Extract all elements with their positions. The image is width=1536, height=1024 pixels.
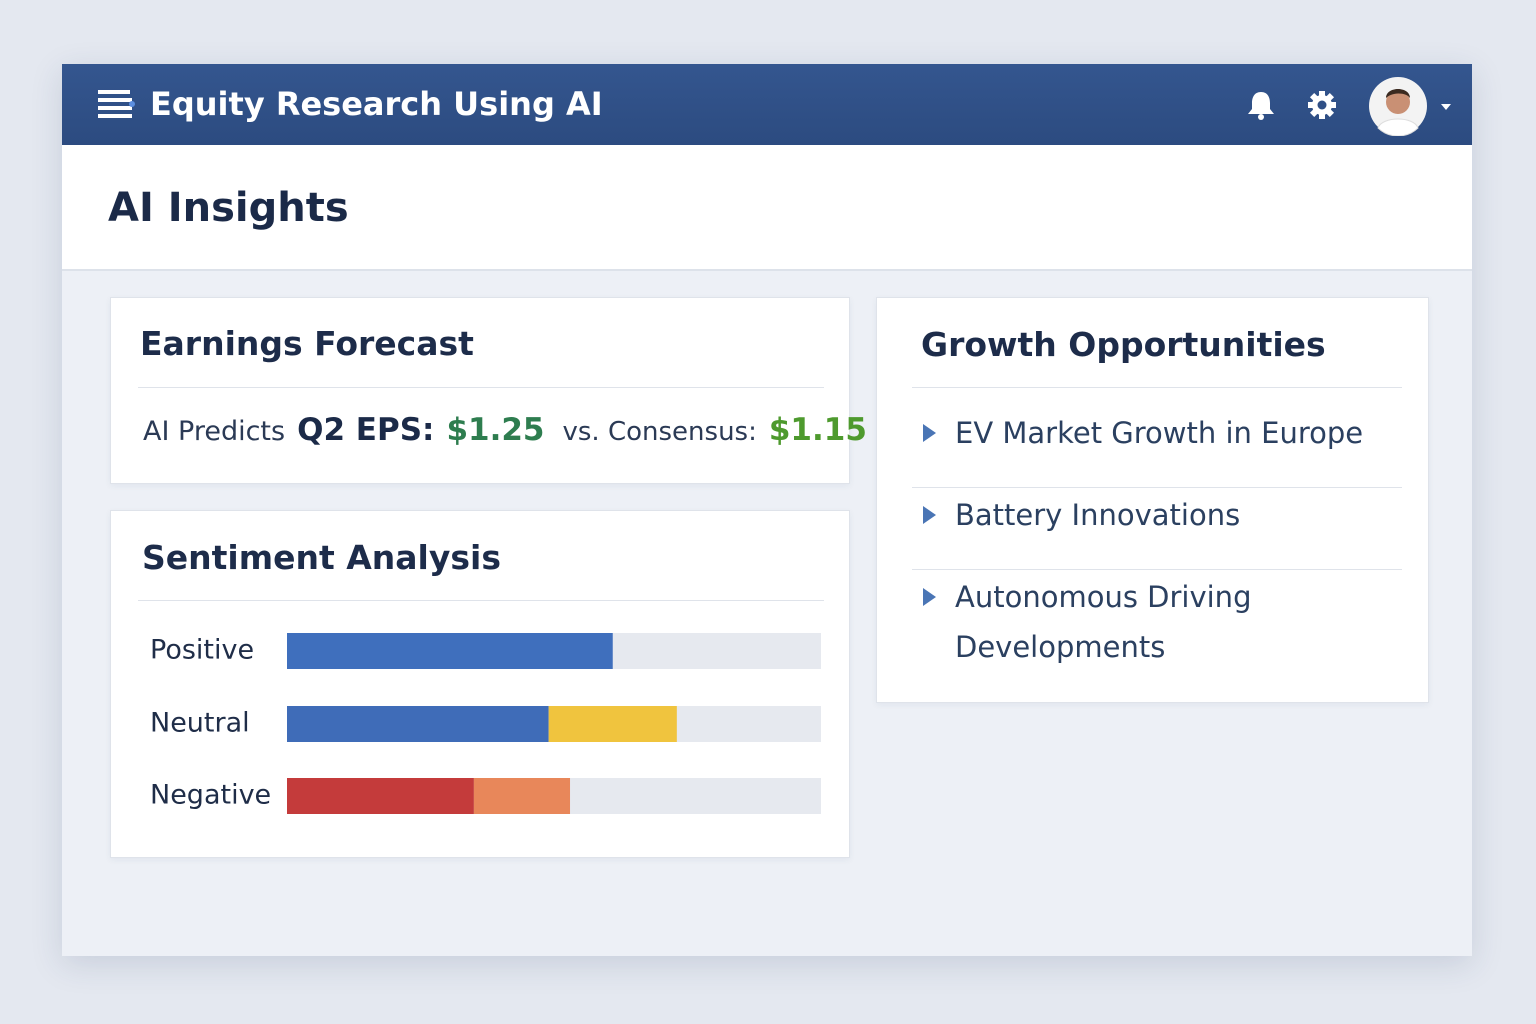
growth-item[interactable]: Autonomous Driving Developments — [955, 580, 1252, 664]
bar-label: Neutral — [150, 708, 250, 739]
bar-segment — [287, 633, 613, 669]
earnings-line: AI Predicts Q2 EPS: $1.25 vs. Consensus:… — [143, 412, 867, 448]
page-header: AI Insights — [62, 145, 1472, 271]
earnings-card: Earnings Forecast AI Predicts Q2 EPS: $1… — [110, 297, 867, 484]
expand-arrow[interactable] — [923, 424, 936, 442]
earnings-lead: AI Predicts — [143, 416, 286, 447]
bar-segment — [548, 706, 677, 742]
card-title: Growth Opportunities — [921, 325, 1326, 364]
card-title: Earnings Forecast — [140, 324, 474, 363]
divider — [912, 387, 1402, 388]
divider — [912, 569, 1402, 570]
bell-icon[interactable] — [1246, 90, 1276, 120]
user-avatar[interactable] — [1368, 76, 1458, 136]
card-title: Sentiment Analysis — [142, 538, 501, 577]
app-title: Equity Research Using AI — [150, 85, 603, 123]
expand-arrow[interactable] — [923, 506, 936, 524]
growth-item[interactable]: EV Market Growth in Europe — [955, 416, 1364, 450]
sentiment-card: Sentiment Analysis Positive Neutral Negati… — [110, 510, 850, 858]
page-title: AI Insights — [108, 185, 349, 231]
bar-label: Positive — [150, 635, 254, 666]
bar-label: Negative — [150, 780, 271, 811]
divider — [912, 487, 1402, 488]
growth-list: EV Market Growth in Europe Battery Innova… — [877, 298, 1428, 702]
divider — [138, 600, 824, 601]
expand-arrow[interactable] — [923, 588, 936, 606]
divider — [138, 387, 824, 388]
bar-segment — [287, 778, 474, 814]
growth-item[interactable]: Battery Innovations — [955, 498, 1241, 532]
menu-icon[interactable] — [98, 90, 136, 122]
growth-card: Growth Opportunities EV Market Growth in… — [876, 297, 1429, 703]
settings-icon[interactable] — [1307, 90, 1337, 120]
top-bar: Equity Research Using AI — [62, 64, 1472, 145]
consensus-eps: $1.15 — [768, 412, 867, 448]
app-window: Equity Research Using AI AI Insights Ear… — [62, 64, 1472, 956]
earnings-metric: Q2 EPS: — [297, 412, 435, 448]
versus-label: vs. Consensus: — [562, 417, 757, 447]
predicted-eps: $1.25 — [446, 412, 545, 448]
bar-segment — [287, 706, 549, 742]
sentiment-chart: Positive Neutral Negative — [150, 633, 821, 814]
bar-segment — [473, 778, 571, 814]
